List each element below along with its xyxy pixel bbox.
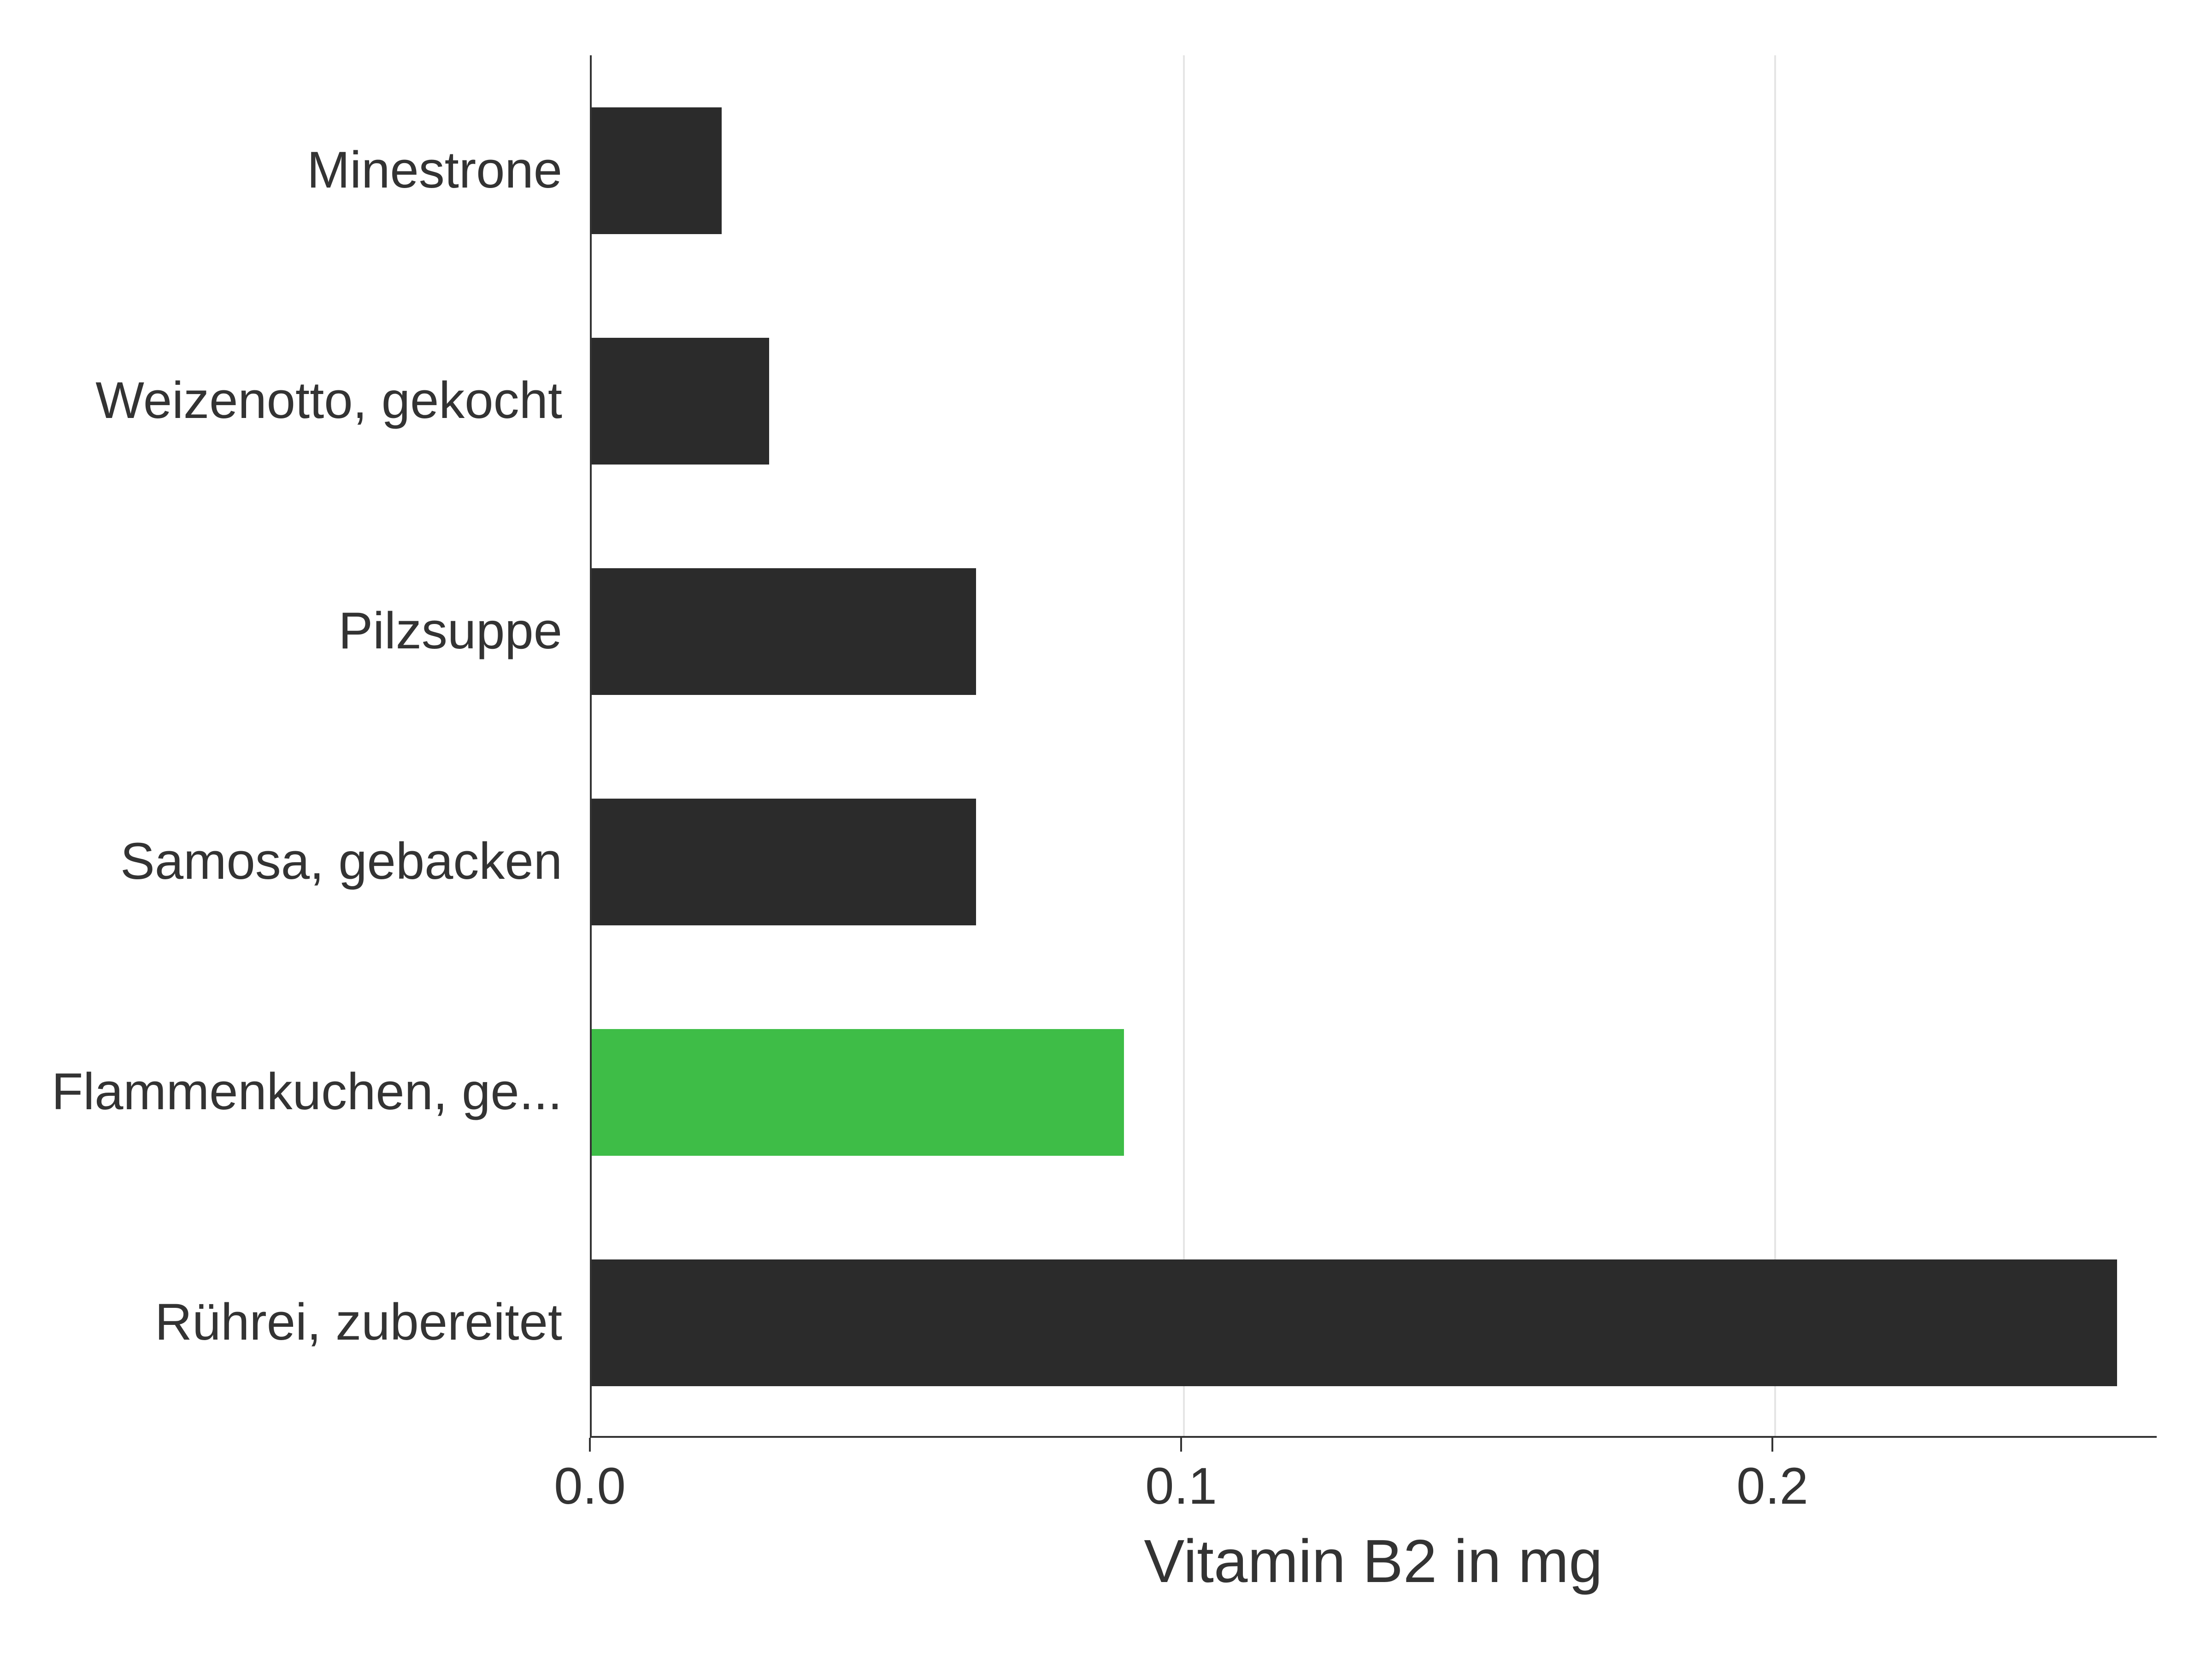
x-tick-label: 0.2 xyxy=(1703,1456,1841,1516)
bar xyxy=(592,1259,2117,1386)
y-axis-label: Flammenkuchen, ge... xyxy=(52,1062,562,1121)
chart-container: Minestrone Weizenotto, gekocht Pilzsuppe Sa… xyxy=(0,0,2212,1659)
bar xyxy=(592,568,976,695)
x-tick xyxy=(1771,1438,1773,1452)
x-tick-label: 0.1 xyxy=(1112,1456,1250,1516)
y-axis-label: Rührei, zubereitet xyxy=(155,1292,562,1352)
y-axis-label: Minestrone xyxy=(307,140,562,200)
bar xyxy=(592,107,722,234)
x-tick-label: 0.0 xyxy=(521,1456,659,1516)
bar xyxy=(592,338,769,465)
bar xyxy=(592,799,976,925)
y-axis-label: Weizenotto, gekocht xyxy=(95,371,562,430)
gridline xyxy=(1774,55,1776,1436)
y-axis-label: Samosa, gebacken xyxy=(120,831,562,891)
x-tick xyxy=(589,1438,591,1452)
bar xyxy=(592,1029,1124,1156)
x-axis-title: Vitamin B2 in mg xyxy=(590,1526,2157,1596)
plot-area xyxy=(590,55,2157,1438)
y-axis-label: Pilzsuppe xyxy=(338,601,562,660)
x-tick xyxy=(1180,1438,1182,1452)
gridline xyxy=(1183,55,1185,1436)
